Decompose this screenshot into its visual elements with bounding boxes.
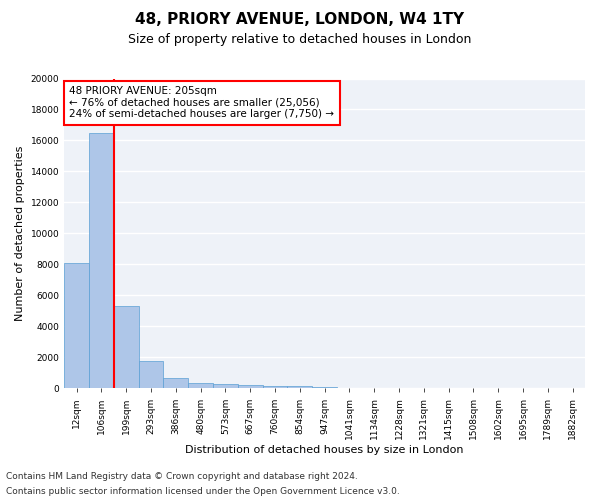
Bar <box>188 383 213 388</box>
Bar <box>163 378 188 388</box>
X-axis label: Distribution of detached houses by size in London: Distribution of detached houses by size … <box>185 445 464 455</box>
Bar <box>89 132 114 388</box>
Bar <box>238 385 263 388</box>
Bar <box>114 306 139 388</box>
Bar <box>287 386 312 388</box>
Text: Contains public sector information licensed under the Open Government Licence v3: Contains public sector information licen… <box>6 487 400 496</box>
Bar <box>64 263 89 388</box>
Text: 48 PRIORY AVENUE: 205sqm
← 76% of detached houses are smaller (25,056)
24% of se: 48 PRIORY AVENUE: 205sqm ← 76% of detach… <box>70 86 334 120</box>
Bar <box>263 386 287 388</box>
Bar <box>139 361 163 388</box>
Y-axis label: Number of detached properties: Number of detached properties <box>15 146 25 321</box>
Text: Contains HM Land Registry data © Crown copyright and database right 2024.: Contains HM Land Registry data © Crown c… <box>6 472 358 481</box>
Text: 48, PRIORY AVENUE, LONDON, W4 1TY: 48, PRIORY AVENUE, LONDON, W4 1TY <box>136 12 464 28</box>
Bar <box>312 387 337 388</box>
Bar <box>213 384 238 388</box>
Text: Size of property relative to detached houses in London: Size of property relative to detached ho… <box>128 32 472 46</box>
